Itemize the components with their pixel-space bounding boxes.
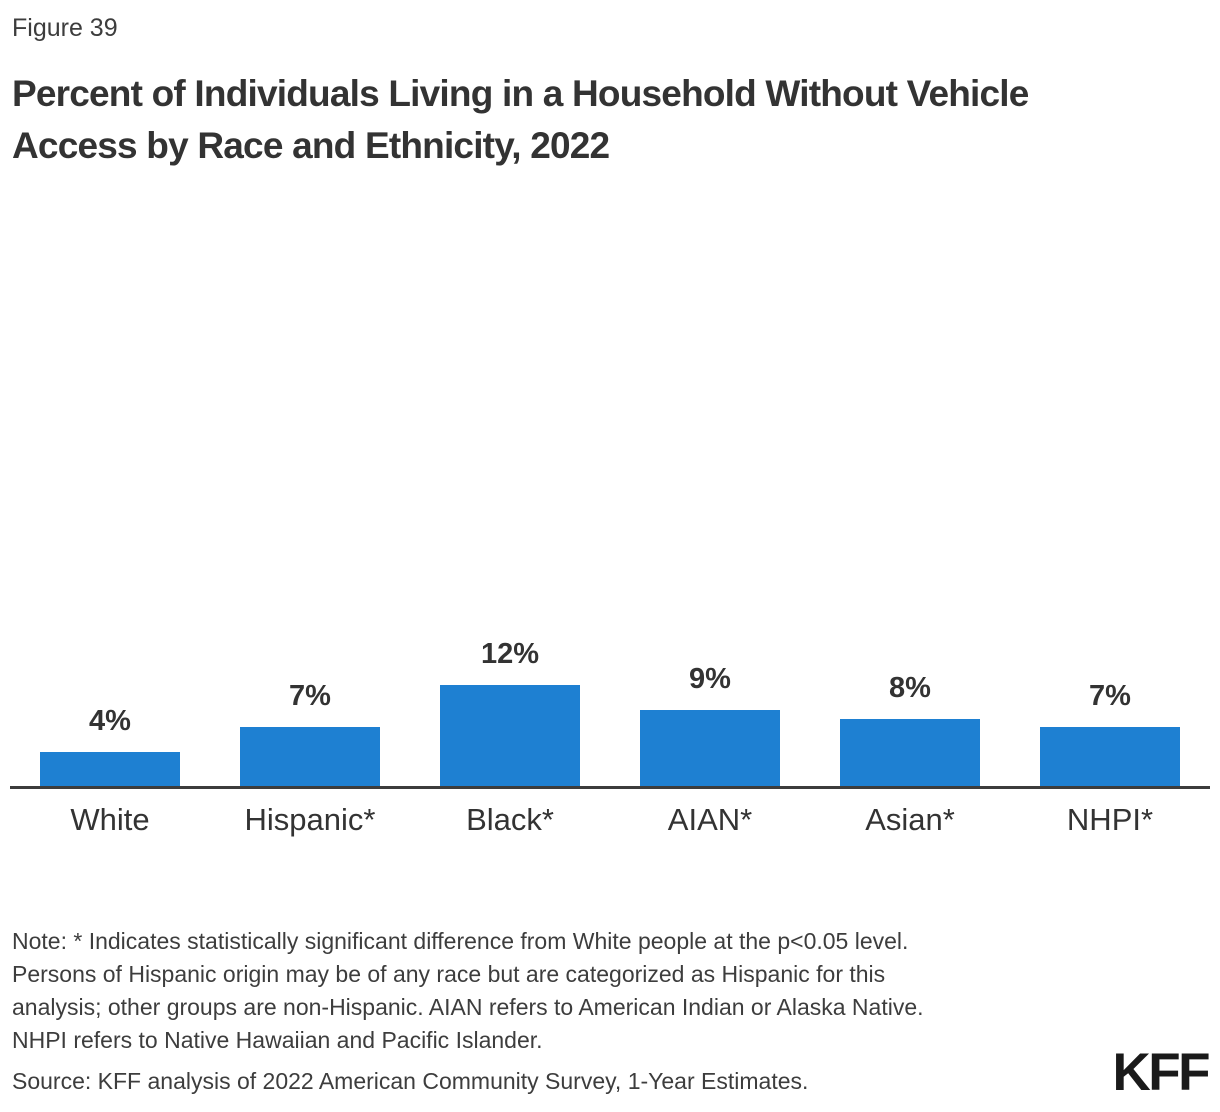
bar-column: 4% [10, 172, 210, 786]
bar-column: 7% [210, 172, 410, 786]
bar-column: 9% [610, 172, 810, 786]
bar-chart-plot-area: 4% 7% 12% 9% 8% 7% [10, 172, 1210, 789]
chart-title-line-2: Access by Race and Ethnicity, 2022 [12, 125, 610, 166]
bar-value-label: 7% [289, 680, 331, 713]
bar-value-label: 4% [89, 705, 131, 738]
kff-logo: KFF [1112, 1043, 1210, 1102]
bar-value-label: 9% [689, 663, 731, 696]
category-axis-label: White [70, 802, 150, 837]
bar-column: 7% [1010, 172, 1210, 786]
chart-title-line-1: Percent of Individuals Living in a House… [12, 73, 1029, 114]
category-axis-label: NHPI* [1066, 802, 1154, 837]
bar [40, 752, 180, 786]
category-axis-label: Hispanic* [244, 802, 376, 837]
bar-value-label: 7% [1089, 680, 1131, 713]
bar-column: 8% [810, 172, 1010, 786]
note-text: Note: * Indicates statistically signific… [12, 928, 924, 1053]
source-text: Source: KFF analysis of 2022 American Co… [12, 1068, 809, 1094]
bar [640, 710, 780, 786]
chart-title: Percent of Individuals Living in a House… [12, 68, 1029, 172]
bar [240, 727, 380, 786]
bar-value-label: 12% [480, 638, 540, 671]
category-axis-label: Black* [466, 802, 554, 837]
bar-value-label: 8% [889, 672, 931, 705]
bar [1040, 727, 1180, 786]
bar [840, 719, 980, 786]
category-axis-label: AIAN* [667, 802, 753, 837]
figure-number-label: Figure 39 [12, 14, 118, 42]
bar [440, 685, 580, 786]
category-axis-labels-row: White Hispanic* Black* AIAN* Asian* NHPI* [10, 801, 1210, 838]
category-axis-label: Asian* [865, 802, 955, 837]
bar-column: 12% [410, 172, 610, 786]
